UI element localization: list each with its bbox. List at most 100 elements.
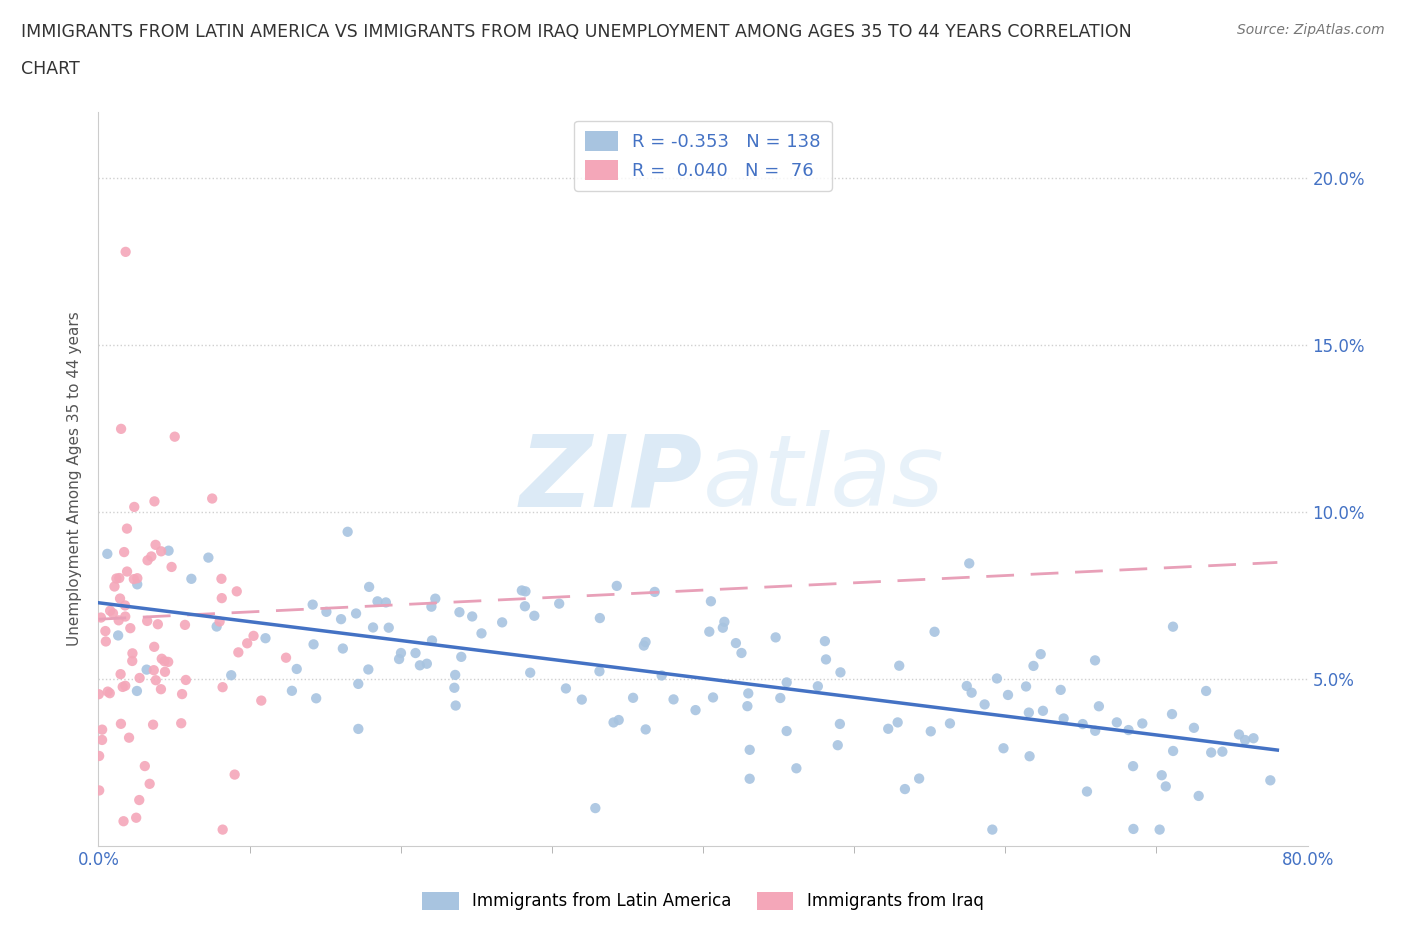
Point (357, 662, 380, 677)
Point (1084, 653, 1107, 668)
Point (420, 599, 443, 614)
Point (957, 556, 980, 571)
Point (174, 618, 197, 632)
Point (461, 609, 484, 624)
Point (125, 684, 148, 698)
Point (242, 629, 264, 644)
Point (1088, 698, 1111, 713)
Point (1182, 721, 1205, 736)
Point (807, 679, 830, 694)
Point (1150, 768, 1173, 783)
Point (920, 724, 942, 738)
Point (121, 654, 143, 669)
Point (960, 685, 983, 700)
Point (450, 649, 472, 664)
Point (211, 571, 233, 586)
Point (908, 771, 931, 786)
Point (702, 690, 724, 705)
Point (160, 560, 183, 575)
Point (713, 615, 735, 630)
Point (519, 665, 541, 680)
Point (150, 544, 173, 559)
Point (142, 663, 165, 678)
Point (143, 640, 166, 655)
Legend: Immigrants from Latin America, Immigrants from Iraq: Immigrants from Latin America, Immigrant… (416, 885, 990, 917)
Point (224, 767, 246, 782)
Point (344, 606, 367, 621)
Point (1053, 711, 1076, 726)
Point (470, 626, 492, 641)
Point (737, 698, 759, 713)
Point (886, 715, 908, 730)
Text: IMMIGRANTS FROM LATIN AMERICA VS IMMIGRANTS FROM IRAQ UNEMPLOYMENT AMONG AGES 35: IMMIGRANTS FROM LATIN AMERICA VS IMMIGRA… (21, 23, 1132, 41)
Point (89, 783, 111, 798)
Point (889, 658, 911, 673)
Point (211, 591, 233, 605)
Point (409, 658, 432, 672)
Point (141, 549, 163, 564)
Point (1022, 658, 1045, 673)
Point (634, 722, 657, 737)
Point (96, 547, 118, 562)
Point (250, 693, 273, 708)
Point (89, 749, 111, 764)
Point (443, 681, 465, 696)
Point (145, 538, 167, 552)
Point (112, 814, 135, 829)
Point (115, 521, 138, 536)
Point (1105, 715, 1128, 730)
Point (170, 716, 193, 731)
Text: ZIP: ZIP (520, 431, 703, 527)
Point (211, 822, 233, 837)
Point (589, 611, 612, 626)
Point (621, 690, 644, 705)
Point (644, 584, 666, 599)
Point (555, 681, 578, 696)
Point (1029, 646, 1052, 661)
Point (981, 822, 1004, 837)
Point (775, 724, 797, 738)
Point (107, 628, 129, 643)
Point (510, 583, 533, 598)
Point (180, 571, 202, 586)
Point (90, 610, 112, 625)
Point (91, 733, 114, 748)
Point (115, 565, 138, 579)
Point (724, 636, 747, 651)
Point (602, 715, 624, 730)
Point (1188, 789, 1211, 804)
Point (523, 608, 546, 623)
Point (110, 421, 132, 436)
Point (120, 620, 142, 635)
Point (254, 631, 277, 645)
Point (830, 665, 852, 680)
Point (149, 682, 172, 697)
Point (388, 652, 411, 667)
Point (138, 777, 160, 791)
Point (730, 645, 752, 660)
Point (685, 703, 707, 718)
Point (347, 676, 370, 691)
Point (827, 737, 849, 752)
Point (1118, 723, 1140, 737)
Point (197, 551, 219, 565)
Y-axis label: Unemployment Among Ages 35 to 44 years: Unemployment Among Ages 35 to 44 years (67, 312, 83, 646)
Point (285, 661, 308, 676)
Point (142, 717, 165, 732)
Point (1260, 773, 1282, 788)
Point (103, 579, 125, 594)
Point (205, 619, 228, 634)
Point (697, 624, 720, 639)
Point (114, 245, 136, 259)
Point (1234, 733, 1257, 748)
Point (1243, 731, 1265, 746)
Point (1149, 822, 1171, 837)
Point (87, 686, 110, 701)
Point (491, 615, 513, 630)
Point (127, 571, 149, 586)
Point (828, 716, 851, 731)
Point (136, 553, 159, 568)
Point (377, 620, 399, 635)
Point (814, 633, 837, 648)
Point (700, 594, 723, 609)
